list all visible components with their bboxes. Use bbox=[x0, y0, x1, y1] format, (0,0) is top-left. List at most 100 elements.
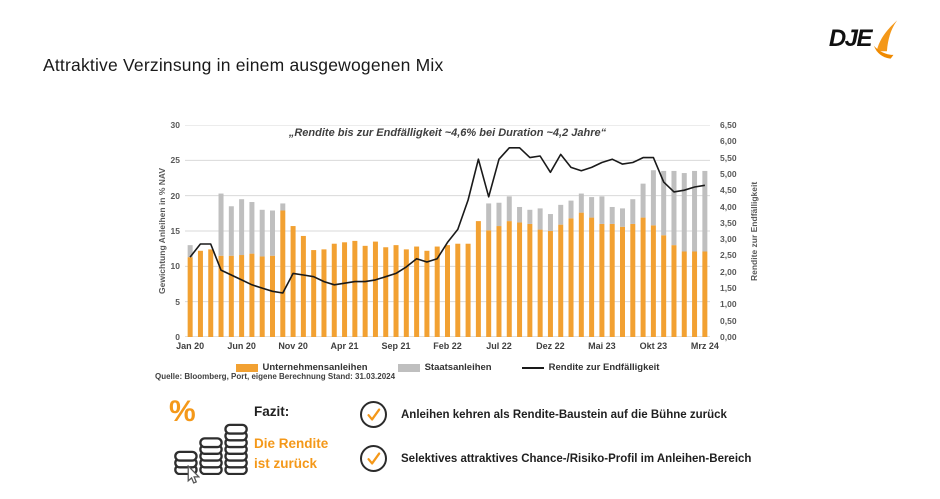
bar-government bbox=[589, 197, 595, 218]
bar-corporate bbox=[547, 231, 553, 337]
bar-corporate bbox=[280, 210, 286, 337]
bar-government bbox=[578, 193, 584, 213]
bar-corporate bbox=[661, 235, 667, 337]
bar-government bbox=[537, 208, 543, 230]
bar-corporate bbox=[403, 249, 409, 337]
tick-label: Jul 22 bbox=[486, 341, 512, 351]
bar-government bbox=[681, 173, 687, 252]
legend-label: Staatsanleihen bbox=[424, 362, 492, 373]
tick-label: Jan 20 bbox=[176, 341, 205, 351]
bar-corporate bbox=[455, 243, 461, 337]
tick-label: Mrz 24 bbox=[690, 341, 719, 351]
tick-label: 4,50 bbox=[720, 185, 737, 196]
bar-corporate bbox=[609, 223, 615, 337]
legend-item-yield: Rendite zur Endfälligkeit bbox=[521, 362, 660, 373]
bar-corporate bbox=[187, 257, 193, 337]
yield-line bbox=[189, 146, 706, 294]
bar-government bbox=[517, 206, 523, 223]
bar-corporate bbox=[424, 250, 430, 337]
bar-corporate bbox=[445, 245, 450, 337]
chart-svg bbox=[185, 124, 710, 338]
tick-label: Sep 21 bbox=[381, 341, 411, 351]
tick-label: 20 bbox=[170, 190, 180, 201]
check-item-2: Selektives attraktives Chance-/Risiko-Pr… bbox=[360, 445, 751, 472]
tick-label: 0 bbox=[175, 332, 180, 342]
tick-label: 6,00 bbox=[720, 136, 737, 147]
bar-corporate bbox=[352, 240, 358, 337]
bar-corporate bbox=[702, 251, 708, 337]
bar-corporate bbox=[342, 242, 348, 337]
coin-stacks-icon bbox=[173, 421, 249, 480]
plot-area bbox=[185, 124, 710, 338]
bar-corporate bbox=[383, 247, 389, 337]
tick-label: 2,50 bbox=[720, 250, 737, 261]
tick-label: 4,00 bbox=[720, 201, 737, 212]
bar-corporate bbox=[372, 241, 378, 337]
legend-swatch-government-bonds bbox=[397, 363, 420, 372]
tick-label: Jun 20 bbox=[227, 341, 256, 351]
bar-corporate bbox=[321, 249, 327, 337]
bar-corporate bbox=[568, 218, 574, 337]
right-axis-title: Rendite zur Endfälligkeit bbox=[749, 181, 759, 281]
bar-corporate bbox=[270, 255, 275, 337]
dje-logo-text: DJE bbox=[828, 25, 873, 52]
bar-government bbox=[558, 204, 564, 225]
bar-corporate bbox=[692, 251, 698, 337]
tick-label: Feb 22 bbox=[433, 341, 462, 351]
bar-corporate bbox=[537, 229, 543, 337]
bar-corporate bbox=[650, 225, 656, 337]
bar-corporate bbox=[259, 256, 265, 337]
tick-label: 0,00 bbox=[720, 332, 737, 342]
bar-government bbox=[259, 209, 265, 257]
bar-government bbox=[609, 206, 615, 224]
left-axis-ticks: 0 5 10 15 20 25 30 bbox=[152, 120, 180, 342]
fazit-label: Fazit: bbox=[254, 404, 290, 419]
bar-government bbox=[547, 214, 553, 231]
bar-corporate bbox=[331, 243, 337, 337]
bar-corporate bbox=[434, 246, 440, 337]
bar-government bbox=[630, 199, 636, 224]
bar-corporate bbox=[218, 255, 224, 337]
chart-legend: Unternehmensanleihen Staatsanleihen Rend… bbox=[185, 362, 710, 373]
bar-corporate bbox=[465, 243, 471, 337]
coin bbox=[224, 423, 248, 435]
bar-government bbox=[280, 203, 286, 211]
tick-label: Nov 20 bbox=[278, 341, 308, 351]
fazit-text: Die Rendite ist zurück bbox=[254, 434, 328, 474]
legend-label: Rendite zur Endfälligkeit bbox=[548, 362, 660, 373]
bar-government bbox=[692, 170, 698, 252]
tick-label: 1,00 bbox=[720, 299, 737, 310]
fazit-icon-group: % bbox=[163, 395, 263, 492]
bar-government bbox=[650, 170, 656, 226]
dje-logo: DJE bbox=[829, 20, 900, 65]
check-circle-icon bbox=[360, 445, 387, 472]
bar-government bbox=[270, 210, 275, 256]
tick-label: 15 bbox=[170, 226, 180, 236]
legend-swatch-yield-line bbox=[521, 366, 544, 369]
bar-corporate bbox=[239, 255, 245, 337]
tick-label: 5,00 bbox=[720, 168, 737, 179]
bar-corporate bbox=[290, 226, 296, 337]
bar-corporate bbox=[589, 217, 595, 337]
legend-swatch-corporate-bonds bbox=[235, 363, 258, 372]
bar-corporate bbox=[393, 245, 399, 337]
bar-government bbox=[620, 208, 625, 227]
tick-label: Dez 22 bbox=[536, 341, 565, 351]
bar-corporate bbox=[249, 253, 255, 337]
bar-corporate bbox=[506, 221, 512, 337]
bar-corporate bbox=[671, 245, 677, 337]
mouse-cursor-icon bbox=[187, 464, 201, 489]
bar-government bbox=[661, 170, 667, 236]
bar-government bbox=[702, 170, 708, 252]
bar-corporate bbox=[681, 251, 687, 337]
bar-corporate bbox=[362, 245, 368, 337]
bar-corporate bbox=[208, 249, 214, 337]
check-circle-icon bbox=[360, 401, 387, 428]
bar-government bbox=[228, 206, 234, 256]
tick-label: Okt 23 bbox=[639, 341, 668, 351]
tick-label: 2,00 bbox=[720, 266, 737, 277]
tick-label: 3,50 bbox=[720, 217, 737, 228]
legend-item-government: Staatsanleihen bbox=[397, 362, 492, 373]
bar-government bbox=[249, 202, 255, 254]
bar-government bbox=[187, 245, 193, 258]
